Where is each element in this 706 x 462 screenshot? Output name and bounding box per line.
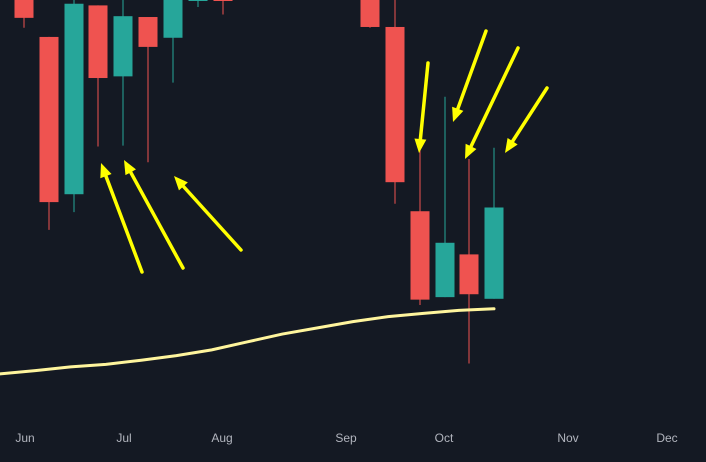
candle-body: [188, 0, 208, 1]
x-tick-label: Jul: [116, 431, 131, 445]
candle-body: [88, 5, 108, 79]
candles-layer: [14, 0, 504, 364]
annotation-arrows: [100, 29, 549, 274]
annotation-arrow: [452, 29, 488, 122]
x-tick-label: Oct: [435, 431, 454, 445]
moving-average-line: [0, 307, 496, 376]
candle-up: [435, 96, 455, 298]
annotation-arrow: [414, 61, 430, 153]
candle-down: [39, 36, 59, 230]
x-axis: Jun Jul Aug Sep Oct Nov Dec: [15, 431, 677, 445]
x-tick-label: Nov: [557, 431, 578, 445]
candle-body: [385, 26, 405, 183]
arrow-head: [174, 176, 188, 191]
candle-down: [459, 158, 479, 364]
candle-up: [188, 0, 208, 8]
candle-body: [410, 211, 430, 300]
candle-down: [360, 0, 380, 28]
arrow-head: [452, 106, 464, 122]
candle-body: [360, 0, 380, 27]
arrow-head: [414, 138, 427, 153]
candle-down: [88, 5, 108, 147]
arrow-shaft: [128, 170, 185, 270]
candle-up: [113, 0, 133, 146]
candle-up: [484, 147, 504, 299]
candle-up: [163, 0, 183, 83]
arrow-shaft: [510, 86, 549, 143]
candle-body: [64, 3, 84, 195]
candle-down: [213, 0, 233, 15]
candle-body: [213, 0, 233, 1]
arrow-shaft: [469, 46, 520, 149]
arrow-shaft: [181, 184, 243, 252]
arrow-shaft: [456, 29, 488, 111]
arrow-head: [100, 163, 112, 179]
candle-body: [163, 0, 183, 38]
candle-up: [64, 0, 84, 213]
candle-body: [138, 17, 158, 47]
candle-body: [14, 0, 34, 18]
candle-down: [138, 17, 158, 163]
x-tick-label: Sep: [335, 431, 357, 445]
candle-body: [113, 16, 133, 77]
annotation-arrow: [505, 86, 549, 153]
candle-body: [435, 242, 455, 298]
candle-down: [385, 0, 405, 204]
candle-body: [39, 36, 59, 203]
arrow-head: [505, 137, 518, 153]
x-tick-label: Dec: [656, 431, 677, 445]
annotation-arrow: [124, 160, 185, 270]
arrow-shaft: [104, 174, 144, 274]
candle-body: [484, 207, 504, 299]
annotation-arrow: [100, 163, 144, 274]
arrow-head: [124, 160, 136, 176]
candle-body: [459, 254, 479, 295]
candle-down: [14, 0, 34, 28]
x-tick-label: Aug: [211, 431, 232, 445]
candle-down: [410, 139, 430, 306]
annotation-arrow: [174, 176, 243, 252]
annotation-arrow: [465, 46, 520, 159]
arrow-head: [465, 143, 477, 159]
arrow-shaft: [418, 61, 430, 141]
x-tick-label: Jun: [15, 431, 34, 445]
